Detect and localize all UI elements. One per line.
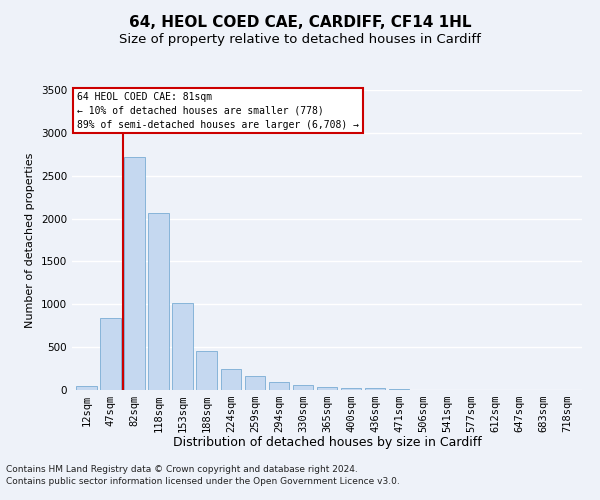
Bar xyxy=(124,157,145,390)
Bar xyxy=(293,385,313,390)
Text: Contains HM Land Registry data © Crown copyright and database right 2024.: Contains HM Land Registry data © Crown c… xyxy=(6,466,358,474)
Text: 64, HEOL COED CAE, CARDIFF, CF14 1HL: 64, HEOL COED CAE, CARDIFF, CF14 1HL xyxy=(129,15,471,30)
Text: Distribution of detached houses by size in Cardiff: Distribution of detached houses by size … xyxy=(173,436,481,449)
Bar xyxy=(148,214,169,390)
Bar xyxy=(365,388,385,390)
Bar xyxy=(172,304,193,390)
Text: Size of property relative to detached houses in Cardiff: Size of property relative to detached ho… xyxy=(119,32,481,46)
Y-axis label: Number of detached properties: Number of detached properties xyxy=(25,152,35,328)
Bar xyxy=(341,388,361,390)
Bar xyxy=(196,350,217,390)
Bar xyxy=(245,376,265,390)
Bar xyxy=(100,318,121,390)
Bar xyxy=(317,387,337,390)
Bar xyxy=(76,386,97,390)
Bar xyxy=(269,382,289,390)
Bar xyxy=(389,388,409,390)
Text: 64 HEOL COED CAE: 81sqm
← 10% of detached houses are smaller (778)
89% of semi-d: 64 HEOL COED CAE: 81sqm ← 10% of detache… xyxy=(77,92,359,130)
Bar xyxy=(221,370,241,390)
Text: Contains public sector information licensed under the Open Government Licence v3: Contains public sector information licen… xyxy=(6,476,400,486)
